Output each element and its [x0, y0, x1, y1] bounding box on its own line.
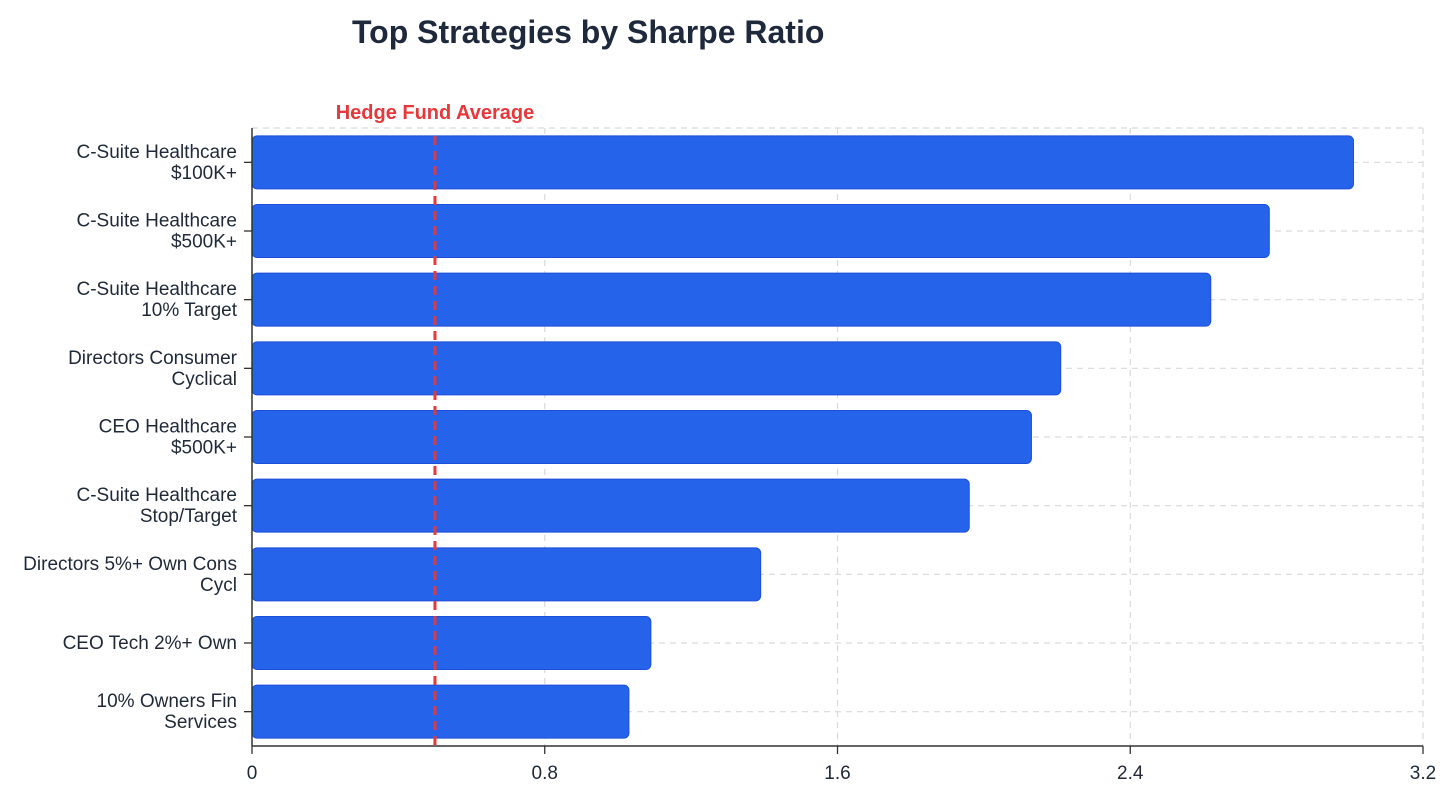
- bar-5: [251, 478, 970, 533]
- bar-1: [251, 204, 1270, 258]
- x-tick-label-3: 2.4: [1117, 763, 1144, 784]
- category-label-4-line-0: CEO Healthcare: [99, 417, 237, 438]
- category-label-0-line-0: C-Suite Healthcare: [76, 142, 237, 163]
- x-tick-labels: 0 0.8 1.6 2.4 3.2: [247, 763, 1437, 784]
- category-label-0-line-1: $100K+: [171, 163, 237, 184]
- bar-0: [251, 135, 1354, 190]
- category-label-8-line-1: Services: [164, 712, 237, 733]
- category-label-1-line-1: $500K+: [171, 232, 237, 253]
- x-tick-label-0: 0: [247, 763, 258, 784]
- category-label-1-line-0: C-Suite Healthcare: [76, 211, 237, 232]
- category-label-2-line-0: C-Suite Healthcare: [76, 279, 237, 300]
- x-tick-label-4: 3.2: [1410, 763, 1436, 784]
- x-tick-label-2: 1.6: [824, 763, 850, 784]
- reference-line-label: Hedge Fund Average: [336, 102, 535, 124]
- bar-7: [251, 616, 652, 670]
- chart-title: Top Strategies by Sharpe Ratio: [352, 14, 825, 50]
- category-label-7-line-0: CEO Tech 2%+ Own: [63, 633, 237, 654]
- category-label-5-line-1: Stop/Target: [140, 506, 238, 527]
- axes: [244, 128, 1424, 754]
- bar-6: [251, 547, 762, 602]
- bar-2: [251, 272, 1212, 327]
- bar-3: [251, 341, 1062, 396]
- category-label-6-line-0: Directors 5%+ Own Cons: [23, 554, 237, 575]
- x-tick-label-1: 0.8: [532, 763, 558, 784]
- category-label-6-line-1: Cycl: [200, 575, 237, 596]
- category-label-2-line-1: 10% Target: [141, 300, 237, 321]
- category-label-4-line-1: $500K+: [171, 438, 237, 459]
- bar-4: [251, 410, 1032, 464]
- category-label-3-line-0: Directors Consumer: [68, 348, 238, 369]
- category-label-5-line-0: C-Suite Healthcare: [76, 485, 237, 506]
- category-label-8-line-0: 10% Owners Fin: [97, 691, 237, 712]
- category-label-3-line-1: Cyclical: [172, 369, 237, 390]
- reference-line-group: Hedge Fund Average: [336, 102, 535, 746]
- bar-8: [251, 684, 630, 739]
- category-labels: C-Suite Healthcare$100K+C-Suite Healthca…: [23, 142, 238, 733]
